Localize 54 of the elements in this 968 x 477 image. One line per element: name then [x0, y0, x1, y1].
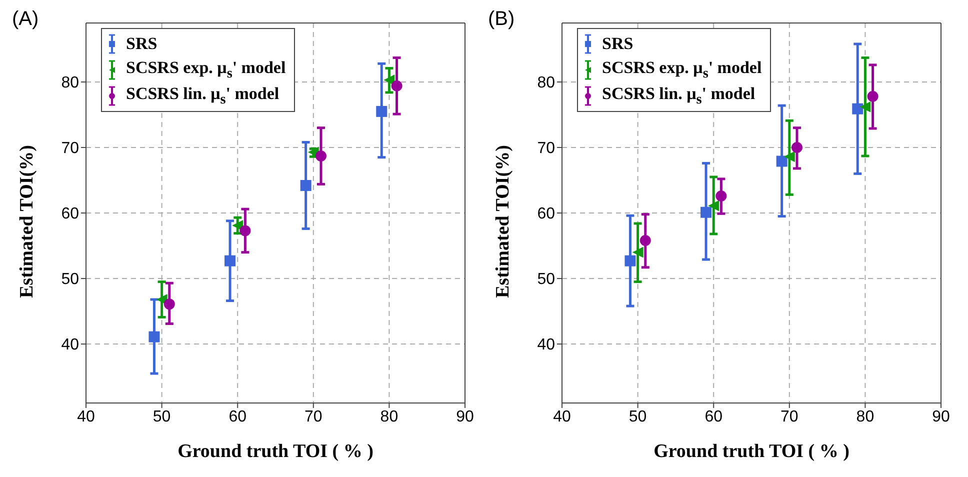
y-tick-label: 40: [61, 336, 80, 354]
point: [164, 298, 175, 310]
point: [315, 150, 326, 162]
chart-title: (A): [12, 8, 39, 31]
y-tick-label: 60: [61, 206, 80, 223]
legend-label: SRS: [602, 34, 634, 54]
point: [632, 246, 644, 258]
point: [640, 235, 651, 246]
point: [860, 101, 871, 112]
x-axis-title: Ground truth TOI ( % ): [654, 441, 850, 462]
point: [240, 225, 251, 236]
legend-label: SCSRS lin. μ$_{s}$' model: [602, 84, 756, 108]
x-tick-label: 40: [77, 408, 95, 426]
x-tick-label: 80: [380, 408, 398, 426]
y-tick-label: 80: [537, 74, 556, 92]
x-tick-label: 50: [628, 408, 647, 426]
y-axis-title: Estimated TOI(%): [492, 145, 514, 298]
x-tick-label: 40: [553, 408, 571, 426]
point: [700, 206, 712, 218]
x-tick-label: 80: [856, 408, 874, 426]
point: [784, 151, 795, 162]
y-tick-label: 70: [61, 140, 80, 158]
y-tick-label: 50: [61, 271, 80, 288]
point: [624, 255, 636, 266]
point: [708, 200, 720, 212]
y-axis-title: Estimated TOI(%): [16, 145, 38, 298]
point: [716, 190, 727, 202]
x-tick-label: 60: [228, 408, 247, 426]
point: [867, 90, 878, 102]
legend-label: SCSRS exp. μ$_{s}$' model: [602, 58, 762, 82]
legend-label: SCSRS exp. μ$_{s}$' model: [126, 58, 286, 82]
x-tick-label: 60: [704, 408, 723, 426]
y-tick-label: 70: [537, 140, 556, 158]
point: [776, 156, 788, 167]
y-tick-label: 60: [537, 206, 556, 223]
point: [148, 331, 160, 342]
x-tick-label: 70: [304, 408, 322, 426]
y-tick-label: 50: [537, 271, 556, 288]
y-tick-label: 80: [61, 74, 80, 92]
y-tick-label: 40: [537, 336, 556, 354]
point: [224, 255, 236, 266]
point: [391, 80, 402, 92]
x-tick-label: 70: [780, 408, 798, 426]
point: [852, 103, 864, 114]
point: [376, 106, 388, 117]
x-axis-title: Ground truth TOI ( % ): [178, 441, 374, 462]
x-tick-label: 90: [456, 408, 474, 426]
point: [300, 180, 312, 191]
legend-label: SCSRS lin. μ$_{s}$' model: [126, 84, 280, 108]
x-tick-label: 90: [932, 408, 950, 426]
chart-title: (B): [488, 8, 515, 31]
x-tick-label: 50: [152, 408, 171, 426]
point: [791, 142, 802, 153]
legend-label: SRS: [126, 34, 158, 54]
